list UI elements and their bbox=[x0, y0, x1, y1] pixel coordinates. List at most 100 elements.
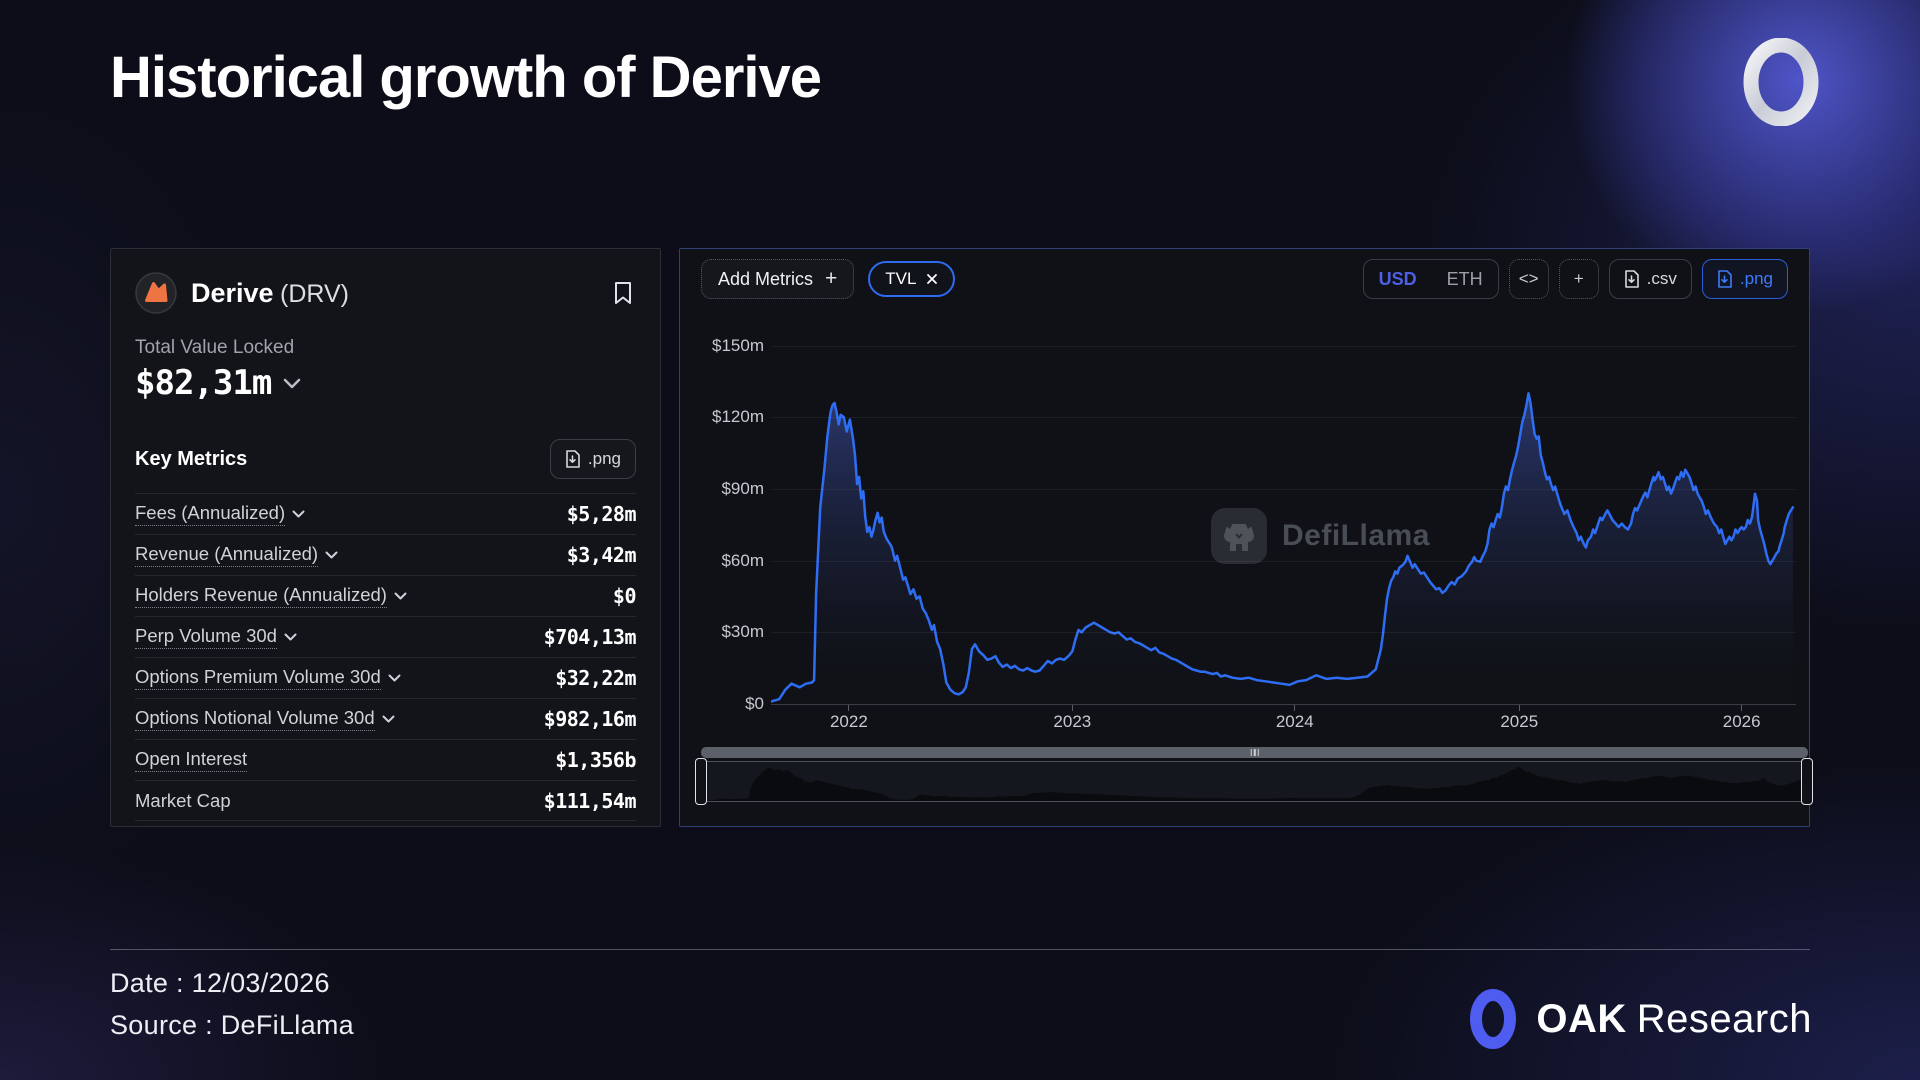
y-axis-tick-label: $0 bbox=[745, 694, 764, 713]
bookmark-icon[interactable] bbox=[612, 281, 634, 305]
chevron-down-icon bbox=[382, 715, 395, 723]
x-axis-tick-label: 2022 bbox=[829, 712, 868, 731]
metric-label: Options Premium Volume 30d bbox=[135, 666, 381, 690]
llama-icon bbox=[1211, 508, 1267, 564]
metric-label: Fees (Annualized) bbox=[135, 502, 286, 526]
y-axis-tick-label: $60m bbox=[721, 550, 764, 570]
tvl-area-chart bbox=[769, 392, 1795, 704]
metric-row: Revenue (Annualized) $3,42m bbox=[135, 534, 637, 575]
page-title: Historical growth of Derive bbox=[110, 45, 822, 110]
metric-value: $3,42m bbox=[566, 543, 637, 567]
range-handle-left[interactable] bbox=[695, 758, 707, 805]
x-axis-tick bbox=[1294, 705, 1296, 711]
metric-label-dropdown[interactable]: Open Interest bbox=[135, 748, 248, 772]
range-minimap[interactable] bbox=[701, 761, 1808, 802]
scrubber-grip-icon[interactable] bbox=[1250, 749, 1259, 756]
metric-label: Holders Revenue (Annualized) bbox=[135, 584, 387, 608]
chevron-down-icon bbox=[388, 674, 401, 682]
currency-eth-button[interactable]: ETH bbox=[1446, 269, 1483, 289]
oak-brand-text: OAK Research bbox=[1536, 997, 1812, 1042]
metric-label-dropdown[interactable]: Holders Revenue (Annualized) bbox=[135, 584, 407, 608]
metric-value: $0 bbox=[612, 584, 637, 608]
chevron-down-icon bbox=[292, 510, 305, 518]
x-axis bbox=[771, 704, 1796, 705]
gridline bbox=[771, 632, 1796, 634]
add-metrics-label: Add Metrics bbox=[718, 268, 814, 289]
metric-value: $982,16m bbox=[543, 707, 637, 731]
metric-label-dropdown[interactable]: Fees (Annualized) bbox=[135, 502, 305, 526]
x-axis-tick-label: 2024 bbox=[1275, 712, 1314, 731]
x-axis-tick-label: 2026 bbox=[1722, 712, 1761, 731]
x-axis-tick bbox=[848, 705, 850, 711]
currency-usd-button[interactable]: USD bbox=[1378, 269, 1417, 289]
chevron-down-icon bbox=[325, 551, 338, 559]
oak-brand-regular: Research bbox=[1636, 996, 1812, 1041]
token-name: Derive bbox=[191, 277, 274, 308]
metric-value: $5,28m bbox=[566, 502, 637, 526]
png-button-label: .png bbox=[1739, 269, 1773, 288]
download-png-button[interactable]: .png bbox=[549, 439, 636, 479]
tvl-chart-plot[interactable] bbox=[769, 321, 1796, 704]
metric-label-dropdown[interactable]: Options Notional Volume 30d bbox=[135, 707, 395, 731]
oak-research-logo: OAK Research bbox=[1468, 988, 1812, 1050]
x-axis-tick bbox=[1071, 705, 1073, 711]
gridline bbox=[771, 560, 1796, 562]
key-metrics-title: Key Metrics bbox=[135, 447, 248, 470]
chevron-down-icon[interactable] bbox=[283, 378, 301, 389]
metric-row: Fees (Annualized) $5,28m bbox=[135, 493, 637, 534]
export-png-button[interactable]: .png bbox=[1701, 259, 1788, 299]
metric-row: Open Interest $1,356b bbox=[135, 739, 636, 780]
tvl-area-fill bbox=[771, 393, 1793, 704]
close-icon[interactable] bbox=[926, 273, 938, 285]
footer-divider bbox=[110, 949, 1810, 950]
metric-value: $111,54m bbox=[543, 788, 637, 813]
chevron-down-icon bbox=[394, 592, 407, 600]
tvl-metric-chip[interactable]: TVL bbox=[868, 261, 956, 297]
token-panel: Derive (DRV) Total Value Locked $82,31m … bbox=[110, 248, 661, 827]
x-axis-tick bbox=[1741, 705, 1743, 711]
gridline bbox=[771, 417, 1796, 419]
metric-label-dropdown: Market Cap bbox=[135, 790, 231, 812]
metric-row: Market Cap $111,54m bbox=[135, 780, 637, 821]
key-metrics-list: Fees (Annualized) $5,28m Revenue (Annualiz… bbox=[135, 493, 637, 821]
y-axis-tick-label: $120m bbox=[712, 407, 764, 427]
metric-value: $32,22m bbox=[555, 666, 636, 690]
x-axis-tick-label: 2025 bbox=[1500, 712, 1539, 731]
embed-code-button[interactable]: <> bbox=[1508, 259, 1549, 299]
metric-label: Market Cap bbox=[135, 789, 231, 811]
range-handle-right[interactable] bbox=[1801, 758, 1813, 805]
file-download-icon bbox=[1718, 270, 1732, 288]
metric-value: $704,13m bbox=[543, 625, 637, 649]
metric-label: Options Notional Volume 30d bbox=[135, 707, 375, 731]
metric-label: Revenue (Annualized) bbox=[135, 543, 319, 567]
metric-label-dropdown[interactable]: Perp Volume 30d bbox=[135, 625, 297, 649]
token-ticker: (DRV) bbox=[280, 279, 349, 308]
footer-source: Source : DeFiLlama bbox=[110, 1010, 354, 1040]
metric-row: Perp Volume 30d $704,13m bbox=[135, 616, 637, 657]
metric-row: Options Notional Volume 30d $982,16m bbox=[135, 698, 637, 739]
oak-brand-bold: OAK bbox=[1536, 996, 1627, 1041]
add-chart-button[interactable]: + bbox=[1558, 259, 1599, 299]
y-axis-tick-label: $30m bbox=[721, 622, 764, 642]
oak-logo-mark-icon bbox=[1743, 38, 1819, 126]
tvl-value: $82,31m bbox=[135, 363, 272, 403]
file-download-icon bbox=[566, 450, 580, 468]
x-axis-tick bbox=[1518, 705, 1520, 711]
metric-label-dropdown[interactable]: Revenue (Annualized) bbox=[135, 543, 338, 567]
tvl-label: Total Value Locked bbox=[135, 337, 295, 358]
export-csv-button[interactable]: .csv bbox=[1608, 259, 1692, 299]
time-scrubber-bar[interactable] bbox=[701, 747, 1808, 758]
tvl-line bbox=[769, 392, 1795, 703]
oak-ring-icon bbox=[1470, 989, 1517, 1049]
chart-panel: Add Metrics + TVL USD ETH <> + bbox=[679, 248, 1813, 827]
y-axis-tick-label: $150m bbox=[712, 335, 764, 355]
metric-value: $1,356b bbox=[555, 748, 636, 772]
metric-label-dropdown[interactable]: Options Premium Volume 30d bbox=[135, 666, 401, 690]
metric-row: Options Premium Volume 30d $32,22m bbox=[135, 657, 636, 698]
y-axis-tick-label: $90m bbox=[721, 478, 764, 498]
gridline bbox=[771, 488, 1796, 490]
token-header: Derive (DRV) bbox=[135, 271, 349, 315]
plus-icon: + bbox=[825, 267, 838, 290]
add-metrics-button[interactable]: Add Metrics + bbox=[701, 259, 855, 299]
